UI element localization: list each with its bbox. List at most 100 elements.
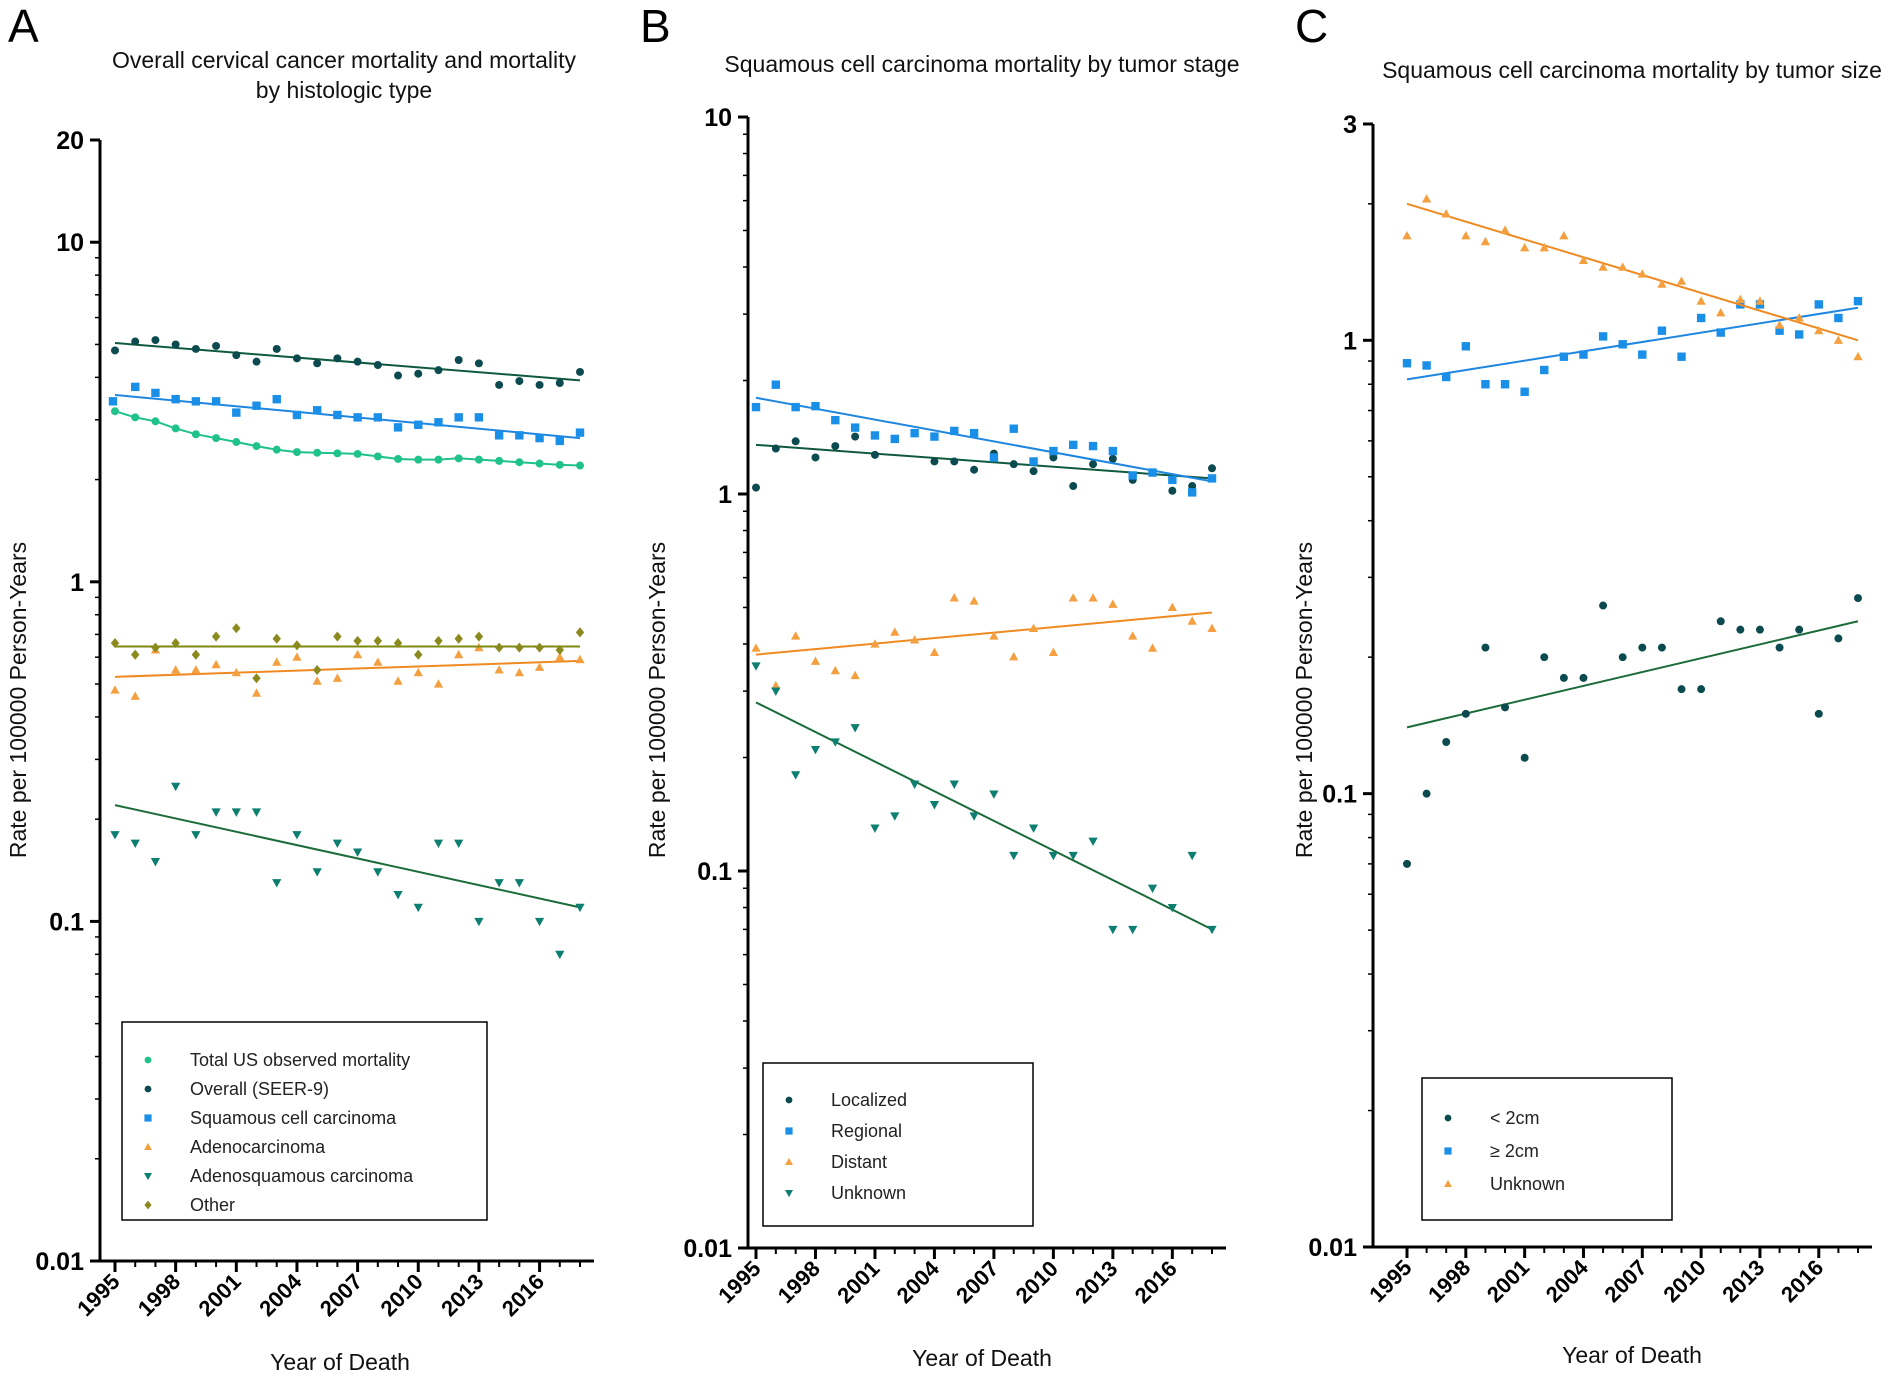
data-point [1540, 365, 1549, 375]
data-point [495, 380, 504, 389]
data-point [332, 839, 343, 848]
data-point [231, 667, 241, 677]
series-unknown_stage [751, 662, 1217, 935]
data-point [1108, 454, 1117, 463]
data-point [1187, 616, 1197, 625]
data-point [1048, 647, 1059, 656]
legend-label: Overall (SEER-9) [190, 1079, 329, 1099]
data-point [252, 673, 261, 684]
data-point [434, 366, 443, 375]
data-point [1657, 279, 1667, 288]
data-point [131, 382, 140, 392]
data-point [890, 812, 900, 821]
data-point [1068, 593, 1078, 602]
data-point [1696, 313, 1706, 323]
data-point [131, 337, 140, 346]
data-point [950, 457, 959, 466]
chart-title: Squamous cell carcinoma mortality by tum… [724, 51, 1239, 77]
data-point [232, 438, 241, 447]
data-point [1441, 209, 1451, 218]
data-point [272, 633, 281, 644]
data-point [1147, 884, 1158, 894]
data-point [252, 357, 261, 366]
data-point [810, 656, 821, 665]
data-point [870, 639, 880, 648]
legend-item-unknown_size: Unknown [1444, 1174, 1565, 1194]
x-tick-label: 1995 [713, 1256, 765, 1308]
x-tick-label: 2004 [1541, 1254, 1594, 1307]
data-point [751, 643, 761, 652]
data-point [1009, 460, 1018, 469]
data-point [1168, 475, 1177, 485]
data-point [394, 371, 403, 380]
data-point [1147, 643, 1158, 652]
chart-title: Squamous cell carcinoma mortality by tum… [1382, 57, 1882, 83]
data-point [575, 627, 585, 638]
data-point [1167, 903, 1177, 913]
data-point [474, 455, 483, 464]
x-tick-label: 2004 [892, 1255, 945, 1308]
x-tick-label: 2001 [1482, 1255, 1534, 1307]
data-point [890, 434, 899, 444]
data-point [791, 771, 801, 780]
data-point [333, 449, 342, 458]
data-point [1775, 326, 1784, 335]
y-tick-label: 0.1 [1322, 781, 1357, 809]
data-point [1716, 307, 1726, 317]
data-point [434, 455, 443, 464]
data-point [373, 657, 383, 666]
data-point [454, 413, 463, 422]
data-point [111, 346, 119, 355]
x-tick-label: 1998 [773, 1256, 825, 1308]
panel-letter: B [640, 0, 671, 52]
data-point [791, 402, 800, 412]
data-point [1128, 631, 1138, 640]
data-point [909, 635, 920, 644]
data-point [433, 839, 444, 848]
trend-line [755, 611, 1213, 656]
trend-line [755, 396, 1213, 483]
data-point [1480, 236, 1491, 246]
data-point [810, 745, 821, 755]
legend-item-ge2: ≥ 2cm [1444, 1141, 1539, 1161]
data-point [1854, 594, 1862, 603]
x-tick-label: 1998 [1423, 1255, 1475, 1307]
data-point [312, 676, 322, 685]
data-point [1618, 653, 1627, 662]
data-point [211, 808, 221, 817]
data-point [1677, 685, 1686, 694]
data-point [1069, 482, 1078, 491]
data-point [272, 394, 281, 404]
panel-c: C Squamous cell carcinoma mortality by tu… [1291, 0, 1882, 1368]
data-point [454, 454, 463, 463]
data-point [1520, 242, 1530, 252]
data-point [1501, 703, 1510, 712]
series-other [110, 623, 585, 684]
x-axis-label: Year of Death [912, 1345, 1052, 1371]
data-point [232, 623, 241, 634]
x-tick-label: 1995 [1364, 1255, 1416, 1307]
data-point [1500, 225, 1510, 234]
trend-line [114, 659, 581, 678]
data-point [393, 638, 403, 649]
data-point [555, 379, 564, 387]
data-point [191, 665, 201, 674]
data-point [1755, 296, 1765, 305]
data-point [494, 879, 504, 888]
data-point [575, 428, 585, 437]
x-tick-label: 2001 [194, 1269, 246, 1321]
data-point [969, 596, 979, 605]
data-point [1774, 320, 1785, 329]
data-point [1009, 651, 1019, 661]
legend-marker [785, 1127, 793, 1135]
data-point [1559, 352, 1569, 361]
data-point [909, 780, 920, 789]
y-tick-label: 10 [704, 104, 732, 132]
trend-line [1406, 620, 1859, 729]
data-point [211, 397, 221, 406]
data-point [989, 453, 999, 462]
legend-marker [785, 1189, 793, 1198]
data-point [1834, 313, 1843, 323]
y-tick-label: 0.01 [35, 1248, 84, 1276]
legend-marker [144, 1114, 152, 1122]
